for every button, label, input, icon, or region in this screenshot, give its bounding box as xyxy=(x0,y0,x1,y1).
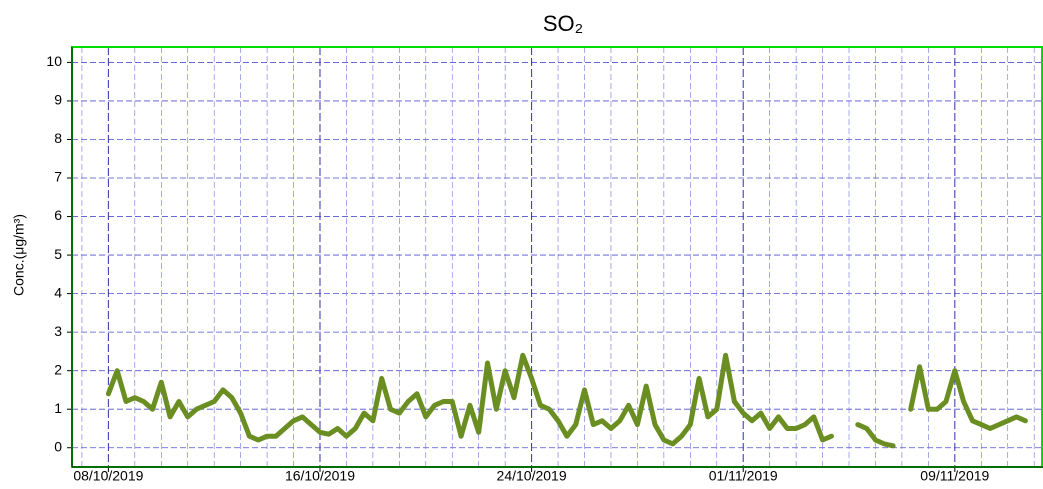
y-tick-label: 6 xyxy=(54,207,62,223)
y-tick-label: 7 xyxy=(54,169,62,185)
y-tick-label: 0 xyxy=(54,438,62,454)
y-tick-label: 5 xyxy=(54,246,62,262)
y-tick-label: 3 xyxy=(54,323,62,339)
y-tick-label: 1 xyxy=(54,400,62,416)
x-tick-label: 01/11/2019 xyxy=(709,468,778,484)
y-axis-label: Conc.(μg/m³) xyxy=(11,214,27,296)
plot-frame xyxy=(71,46,1043,468)
y-tick-label: 4 xyxy=(54,284,62,300)
x-tick-label: 08/10/2019 xyxy=(73,468,143,484)
data-line xyxy=(105,352,1028,449)
chart-title: SO₂ xyxy=(543,11,583,36)
x-tick-label: 24/10/2019 xyxy=(497,468,567,484)
y-tick-label: 8 xyxy=(54,130,62,146)
y-tick-label: 2 xyxy=(54,361,62,377)
y-tick-label: 10 xyxy=(46,53,62,69)
x-tick-label: 16/10/2019 xyxy=(285,468,355,484)
x-tick-label: 09/11/2019 xyxy=(920,468,989,484)
y-tick-label: 9 xyxy=(54,92,62,108)
